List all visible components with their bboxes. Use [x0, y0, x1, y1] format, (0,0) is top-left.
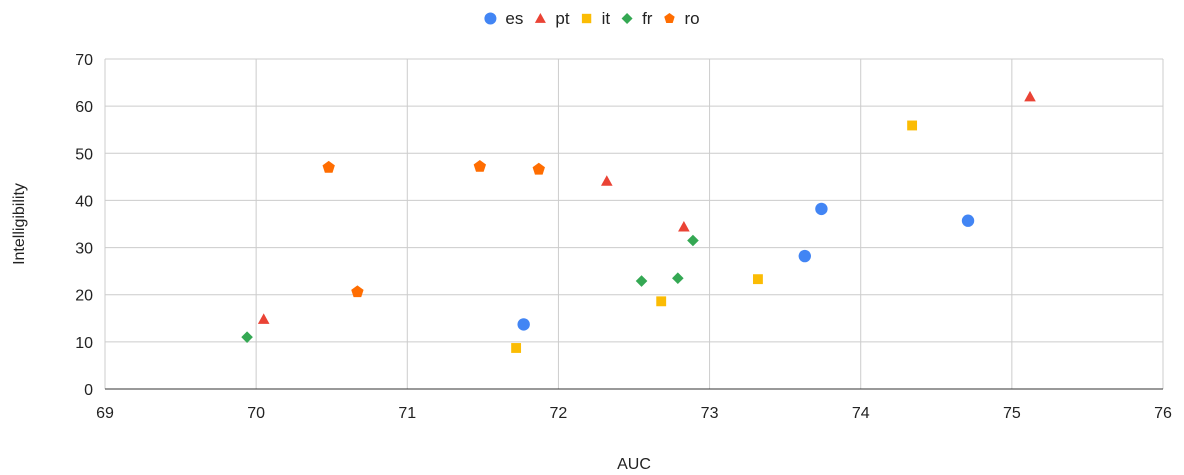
data-point-es: [517, 318, 530, 331]
data-point-fr: [672, 272, 684, 285]
legend: es pt it fr ro: [484, 9, 700, 28]
x-tick-label: 76: [1154, 405, 1172, 422]
legend-item-ro: ro: [664, 9, 700, 28]
ro-legend-icon: [664, 13, 675, 23]
legend-item-fr: fr: [621, 9, 653, 28]
series-ro: [322, 159, 545, 298]
x-tick-label: 73: [701, 405, 719, 422]
y-tick-label: 10: [75, 335, 93, 352]
y-tick-label: 50: [75, 146, 93, 163]
data-point-es: [798, 249, 811, 263]
x-tick-label: 72: [550, 405, 568, 422]
data-point-ro: [473, 159, 487, 172]
legend-item-es: es: [484, 9, 523, 28]
data-point-pt: [1024, 90, 1036, 102]
fr-legend-icon: [621, 13, 633, 24]
grid: [104, 58, 1164, 389]
legend-item-pt: pt: [534, 9, 570, 28]
data-point-fr: [241, 331, 253, 343]
series-fr: [241, 234, 699, 343]
data-points: [241, 90, 1036, 353]
data-point-pt: [678, 221, 690, 232]
x-tick-label: 74: [852, 405, 870, 422]
y-axis-ticks: 0 10 20 30 40 50 60 70: [75, 52, 93, 399]
legend-label: it: [602, 9, 611, 28]
it-legend-icon: [581, 13, 592, 24]
data-point-it: [656, 296, 667, 307]
series-es: [517, 202, 975, 331]
y-tick-label: 60: [75, 99, 93, 116]
data-point-fr: [635, 275, 648, 287]
y-tick-label: 40: [75, 193, 93, 210]
data-point-es: [961, 214, 975, 227]
x-axis-title: AUC: [617, 456, 651, 473]
legend-label: ro: [684, 9, 699, 28]
x-tick-label: 75: [1003, 405, 1021, 422]
x-tick-label: 69: [96, 405, 114, 422]
legend-item-it: it: [581, 9, 611, 28]
series-it: [511, 120, 918, 353]
y-tick-label: 0: [84, 382, 93, 399]
y-tick-label: 20: [75, 288, 93, 305]
legend-label: es: [505, 9, 523, 28]
x-tick-label: 70: [247, 405, 265, 422]
y-axis-title: Intelligibility: [11, 183, 28, 265]
es-legend-icon: [484, 12, 497, 25]
data-point-it: [907, 120, 918, 131]
data-point-ro: [532, 162, 545, 175]
x-axis-ticks: 69 70 71 72 73 74 75 76: [96, 405, 1172, 422]
y-tick-label: 30: [75, 241, 93, 258]
series-pt: [257, 90, 1036, 324]
data-point-ro: [322, 160, 335, 173]
data-point-it: [753, 274, 763, 285]
pt-legend-icon: [534, 13, 546, 23]
data-point-it: [511, 343, 522, 353]
data-point-pt: [257, 313, 270, 324]
data-point-ro: [351, 285, 364, 298]
data-point-fr: [687, 234, 699, 247]
y-tick-label: 70: [75, 52, 93, 69]
data-point-pt: [600, 175, 613, 186]
x-tick-label: 71: [398, 405, 416, 422]
legend-label: pt: [555, 9, 569, 28]
data-point-es: [815, 202, 828, 216]
legend-label: fr: [642, 9, 653, 28]
